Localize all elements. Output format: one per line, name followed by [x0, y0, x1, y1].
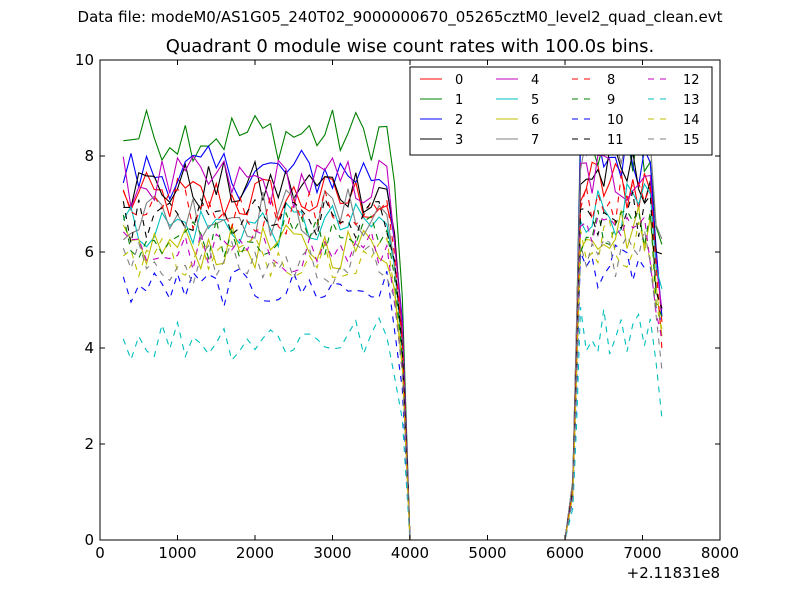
series-line-15: [122, 229, 663, 541]
y-tick-label-1: 2: [84, 435, 94, 453]
series-line-7: [122, 117, 663, 541]
series-line-13: [122, 307, 663, 541]
x-tick-label-7: 7000: [623, 544, 661, 562]
figure-suptitle: Data file: modeM0/AS1G05_240T02_90000006…: [77, 8, 723, 26]
legend-label-7: 7: [531, 133, 539, 148]
x-tick-label-4: 4000: [391, 544, 429, 562]
legend-label-8: 8: [607, 73, 615, 88]
y-tick-label-4: 8: [84, 147, 94, 165]
x-tick-label-1: 1000: [158, 544, 196, 562]
y-tick-label-3: 6: [84, 243, 94, 261]
legend-label-2: 2: [455, 113, 463, 128]
legend-label-12: 12: [683, 73, 700, 88]
y-tick-label-5: 10: [75, 51, 94, 69]
x-tick-label-8: 8000: [701, 544, 739, 562]
x-tick-label-3: 3000: [313, 544, 351, 562]
legend-label-0: 0: [455, 73, 463, 88]
x-tick-label-2: 2000: [236, 544, 274, 562]
legend-label-5: 5: [531, 93, 539, 108]
y-tick-label-2: 4: [84, 339, 94, 357]
legend-label-6: 6: [531, 113, 539, 128]
legend-label-10: 10: [607, 113, 624, 128]
x-axis-offset-label: +2.11831e8: [627, 564, 720, 582]
legend-label-11: 11: [607, 133, 624, 148]
legend-label-3: 3: [455, 133, 463, 148]
chart-title: Quadrant 0 module wise count rates with …: [165, 36, 655, 57]
legend-box: [409, 66, 713, 156]
series-line-10: [122, 244, 663, 541]
data-series-layer: [122, 108, 663, 541]
series-line-11: [122, 191, 663, 541]
legend-label-1: 1: [455, 93, 463, 108]
x-tick-label-5: 5000: [468, 544, 506, 562]
legend-label-15: 15: [683, 133, 700, 148]
x-tick-label-0: 0: [95, 544, 105, 562]
legend-label-4: 4: [531, 73, 539, 88]
legend-label-14: 14: [683, 113, 700, 128]
legend-label-9: 9: [607, 93, 615, 108]
y-tick-label-0: 0: [84, 531, 94, 549]
series-line-9: [122, 208, 663, 541]
legend-label-13: 13: [683, 93, 700, 108]
x-tick-label-6: 6000: [546, 544, 584, 562]
